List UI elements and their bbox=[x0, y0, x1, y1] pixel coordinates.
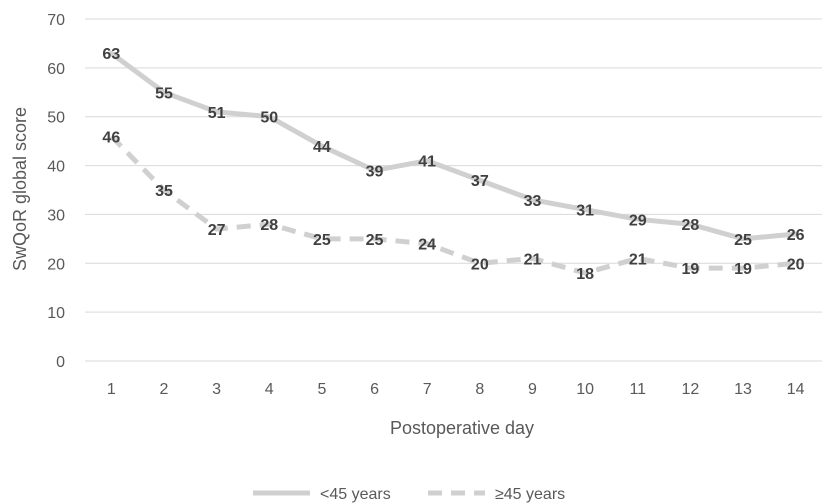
data-label: 19 bbox=[734, 261, 752, 278]
data-label: 24 bbox=[418, 237, 436, 254]
x-tick-label: 14 bbox=[787, 381, 805, 398]
data-label: 26 bbox=[787, 227, 805, 244]
x-tick-label: 5 bbox=[317, 381, 326, 398]
data-label: 25 bbox=[366, 232, 384, 249]
data-label: 29 bbox=[629, 212, 647, 229]
data-label: 37 bbox=[471, 173, 489, 190]
x-tick-label: 13 bbox=[734, 381, 752, 398]
x-tick-label: 9 bbox=[528, 381, 537, 398]
y-tick-label: 40 bbox=[47, 159, 65, 176]
y-tick-label: 0 bbox=[56, 354, 65, 371]
y-axis-title: SwQoR global score bbox=[10, 107, 30, 271]
data-label: 18 bbox=[576, 266, 594, 283]
x-tick-label: 12 bbox=[681, 381, 699, 398]
data-label: 28 bbox=[681, 217, 699, 234]
x-tick-label: 2 bbox=[160, 381, 169, 398]
x-tick-label: 3 bbox=[212, 381, 221, 398]
legend-label-1: ≥45 years bbox=[495, 486, 565, 503]
data-label: 50 bbox=[260, 110, 278, 127]
x-tick-label: 7 bbox=[423, 381, 432, 398]
data-label: 46 bbox=[102, 129, 120, 146]
data-label: 33 bbox=[524, 193, 542, 210]
y-tick-label: 30 bbox=[47, 207, 65, 224]
series-line-0 bbox=[108, 50, 799, 242]
data-label: 28 bbox=[260, 217, 278, 234]
gridlines bbox=[85, 18, 822, 362]
y-tick-label: 10 bbox=[47, 305, 65, 322]
data-label: 41 bbox=[418, 154, 436, 171]
data-labels: 63 55 51 50 44 39 41 37 33 31 29 28 25 26 46 35 27 28 25 25… bbox=[102, 46, 804, 283]
data-label: 21 bbox=[524, 251, 542, 268]
x-tick-label: 8 bbox=[475, 381, 484, 398]
y-axis-ticks: 0 10 20 30 40 50 60 70 bbox=[47, 12, 65, 371]
data-label: 35 bbox=[155, 183, 173, 200]
x-tick-label: 6 bbox=[370, 381, 379, 398]
legend: <45 years ≥45 years bbox=[253, 486, 565, 503]
x-axis-title: Postoperative day bbox=[390, 418, 534, 438]
data-label: 20 bbox=[787, 256, 805, 273]
data-label: 44 bbox=[313, 139, 331, 156]
data-label: 20 bbox=[471, 256, 489, 273]
y-tick-label: 20 bbox=[47, 256, 65, 273]
x-tick-label: 1 bbox=[107, 381, 116, 398]
x-axis-ticks: 1 2 3 4 5 6 7 8 9 10 11 12 13 14 bbox=[107, 381, 805, 398]
data-label: 63 bbox=[102, 46, 120, 63]
data-label: 19 bbox=[681, 261, 699, 278]
data-label: 25 bbox=[313, 232, 331, 249]
data-label: 39 bbox=[366, 163, 384, 180]
x-tick-label: 4 bbox=[265, 381, 274, 398]
y-tick-label: 70 bbox=[47, 12, 65, 29]
data-label: 21 bbox=[629, 251, 647, 268]
y-tick-label: 60 bbox=[47, 61, 65, 78]
data-label: 25 bbox=[734, 232, 752, 249]
data-label: 51 bbox=[208, 105, 226, 122]
data-label: 31 bbox=[576, 203, 594, 220]
data-label: 55 bbox=[155, 85, 173, 102]
series-line-1 bbox=[109, 134, 796, 276]
x-tick-label: 10 bbox=[576, 381, 594, 398]
data-label: 27 bbox=[208, 222, 226, 239]
y-tick-label: 50 bbox=[47, 110, 65, 127]
legend-label-0: <45 years bbox=[320, 486, 391, 503]
series-lines bbox=[108, 50, 799, 276]
x-tick-label: 11 bbox=[629, 381, 646, 398]
